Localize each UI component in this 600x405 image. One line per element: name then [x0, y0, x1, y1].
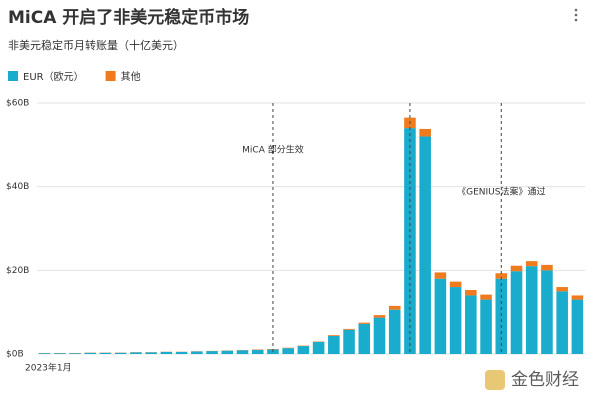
watermark-logo	[485, 370, 505, 390]
y-tick-label: $0B	[6, 350, 24, 360]
legend-label: EUR（欧元）	[23, 71, 84, 83]
bar-segment	[480, 300, 492, 354]
bar-segment	[221, 351, 233, 354]
bar-segment	[419, 136, 431, 354]
bar-segment	[480, 295, 492, 300]
bar-segment	[450, 287, 462, 354]
bar-segment	[572, 300, 584, 354]
bar-segment	[176, 352, 188, 354]
legend: EUR（欧元） 其他	[8, 70, 141, 83]
bar-segment	[237, 350, 249, 354]
bar-segment	[282, 348, 294, 354]
legend-label: 其他	[121, 70, 141, 83]
bar-segment	[374, 318, 386, 354]
bar-segment	[191, 351, 203, 354]
bar-segment	[435, 272, 447, 278]
bar-segment	[39, 353, 51, 354]
bar-segment	[541, 270, 553, 354]
bar-segment	[556, 291, 568, 354]
bar-segment	[556, 287, 568, 291]
bar-segment	[526, 266, 538, 354]
bar-segment	[328, 336, 340, 354]
bar-segment	[54, 353, 66, 354]
menu-icon[interactable]	[575, 9, 578, 22]
bar-segment	[435, 279, 447, 354]
bar-segment	[450, 282, 462, 287]
bar-segment	[145, 352, 157, 354]
bar-segment	[252, 350, 264, 354]
bar-segment	[358, 323, 370, 324]
bar-segment	[419, 129, 431, 137]
bar-segment	[465, 295, 477, 354]
bar-segment	[541, 265, 553, 270]
bar-segment	[69, 353, 81, 354]
y-tick-label: $60B	[6, 99, 29, 109]
watermark: 金色财经	[511, 370, 579, 390]
legend-swatch	[8, 71, 18, 81]
y-tick-label: $40B	[6, 182, 29, 192]
chart-title: MiCA 开启了非美元稳定币市场	[8, 7, 249, 28]
bar-segment	[115, 353, 127, 354]
bar-segment	[465, 290, 477, 295]
bar-segment	[572, 295, 584, 299]
bar-segment	[84, 353, 96, 354]
annotation: 《GENIUS法案》通过	[457, 186, 545, 198]
annotation: MiCA 部分生效	[242, 144, 304, 156]
bar-segment	[511, 266, 523, 271]
bar-segment	[130, 352, 142, 354]
bar-segment	[161, 352, 173, 354]
bar-segment	[206, 351, 218, 354]
bar-segment	[343, 330, 355, 354]
y-tick-label: $20B	[6, 266, 29, 276]
legend-swatch	[106, 71, 116, 81]
bar-segment	[389, 310, 401, 354]
bar-segment	[511, 271, 523, 354]
bar-segment	[389, 306, 401, 310]
bar-segment	[298, 346, 310, 354]
bar-segment	[374, 315, 386, 318]
bar-segment	[313, 342, 325, 354]
bar-segment	[100, 353, 112, 354]
chart-subtitle: 非美元稳定币月转账量（十亿美元）	[8, 38, 184, 52]
x-tick-label: 2023年1月	[25, 362, 72, 374]
bar-segment	[358, 324, 370, 354]
bar-segment	[526, 261, 538, 266]
bar-segment	[343, 329, 355, 330]
bar-segment	[328, 335, 340, 336]
